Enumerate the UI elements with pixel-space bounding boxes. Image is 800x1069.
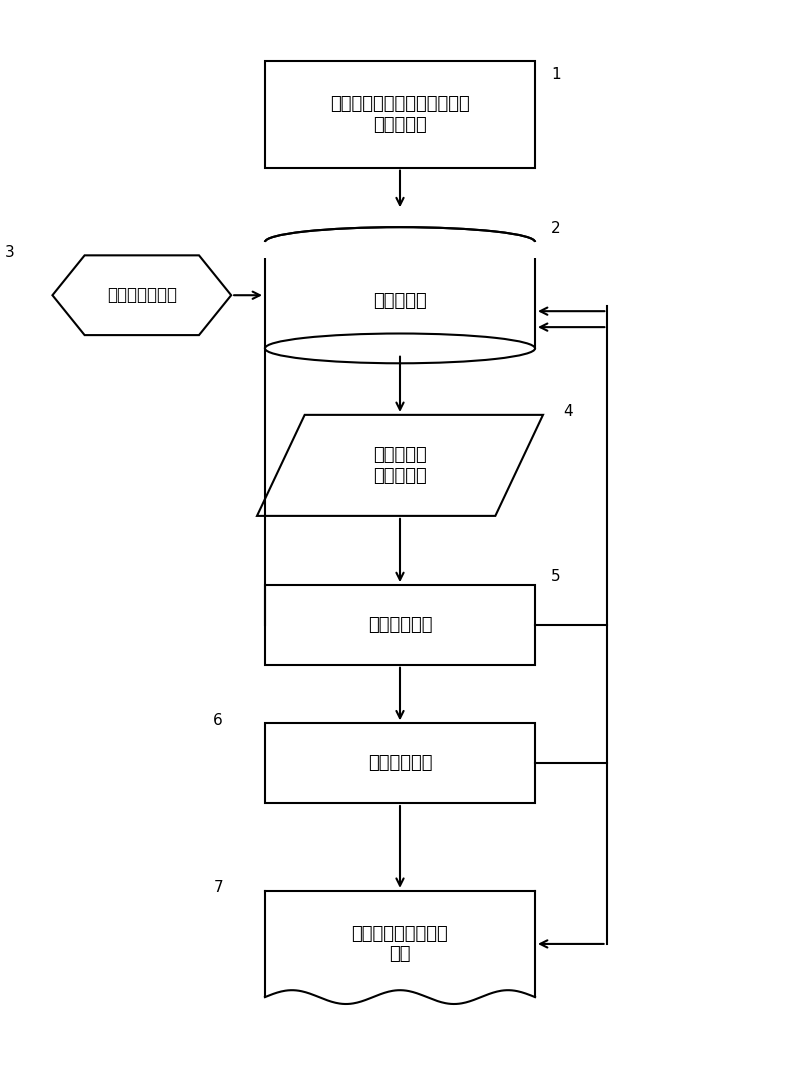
Bar [265,585,535,665]
Polygon shape [53,255,231,335]
Text: 自动布线模块: 自动布线模块 [368,754,432,772]
Text: 2: 2 [551,221,561,236]
Text: 6: 6 [214,713,223,728]
Bar [249,242,551,258]
Ellipse shape [265,334,535,363]
Text: 5: 5 [551,569,561,584]
Text: 绘制结果显示和保存
模块: 绘制结果显示和保存 模块 [352,925,448,963]
Text: 7: 7 [214,880,223,895]
Bar [265,61,535,168]
Text: 数据库管理模块: 数据库管理模块 [107,286,177,305]
Text: 数据库模块: 数据库模块 [373,292,427,310]
Text: 自动布局模块: 自动布局模块 [368,616,432,634]
Ellipse shape [265,228,535,257]
Text: 1: 1 [551,66,561,81]
Text: 仪器设备资源与连接约束关系
的输入模块: 仪器设备资源与连接约束关系 的输入模块 [330,95,470,134]
Text: 3: 3 [5,245,14,260]
Polygon shape [257,415,543,516]
Text: 4: 4 [563,404,573,419]
Bar [265,724,535,803]
Text: 参数选择和
预处理模块: 参数选择和 预处理模块 [373,446,427,484]
Bar [265,242,535,348]
